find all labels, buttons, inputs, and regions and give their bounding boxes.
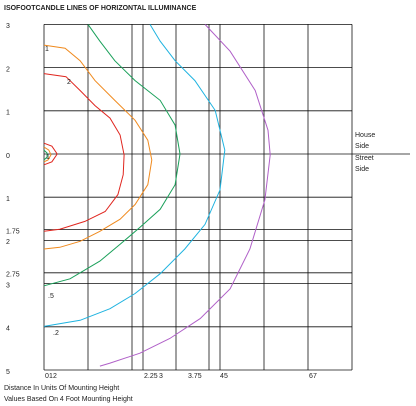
y-tick-label: 5 bbox=[6, 369, 10, 376]
contour-line bbox=[43, 44, 153, 250]
contour-label: .2 bbox=[53, 330, 59, 337]
y-tick-label: 1.75 bbox=[6, 228, 20, 235]
contour-line bbox=[43, 142, 58, 166]
contour-line bbox=[43, 146, 52, 163]
contour-line bbox=[43, 24, 181, 287]
y-tick-label: 2.75 bbox=[6, 272, 20, 279]
x-tick-label: 7 bbox=[313, 373, 317, 380]
x-tick-label: 6 bbox=[309, 373, 313, 380]
x-tick-label: 2 bbox=[53, 373, 57, 380]
x-tick-label: 3 bbox=[159, 373, 163, 380]
contour-label: 1 bbox=[46, 154, 50, 161]
contour-line bbox=[99, 24, 271, 367]
note: Values Based On 4 Foot Mounting Height bbox=[4, 396, 133, 403]
y-tick-label: 4 bbox=[6, 326, 10, 333]
y-tick-label: 2 bbox=[6, 239, 10, 246]
y-tick-label: 1 bbox=[6, 196, 10, 203]
y-tick-label: 2 bbox=[6, 66, 10, 73]
y-tick-label: 3 bbox=[6, 23, 10, 30]
y-tick-label: 3 bbox=[6, 282, 10, 289]
x-tick-label: 0 bbox=[45, 373, 49, 380]
x-tick-label: 1 bbox=[49, 373, 53, 380]
contour-label: 1 bbox=[45, 46, 49, 53]
side-label: Side bbox=[355, 143, 369, 150]
x-tick-label: 3.75 bbox=[188, 373, 202, 380]
y-tick-label: 1 bbox=[6, 110, 10, 117]
y-tick-label: 0 bbox=[6, 153, 10, 160]
x-axis-label: Distance In Units Of Mounting Height bbox=[4, 385, 119, 392]
side-label: Side bbox=[355, 166, 369, 173]
contour-label: .5 bbox=[48, 293, 54, 300]
side-label: House bbox=[355, 132, 375, 139]
contour-line bbox=[43, 149, 48, 161]
contour-line bbox=[43, 73, 125, 232]
x-tick-label: 2.25 bbox=[144, 373, 158, 380]
contour-line bbox=[43, 24, 226, 327]
side-label: Street bbox=[355, 155, 374, 162]
contour-label: 2 bbox=[67, 79, 71, 86]
x-tick-label: 4 bbox=[220, 373, 224, 380]
x-tick-label: 5 bbox=[224, 373, 228, 380]
chart-title: ISOFOOTCANDLE LINES OF HORIZONTAL ILLUMI… bbox=[4, 5, 197, 12]
